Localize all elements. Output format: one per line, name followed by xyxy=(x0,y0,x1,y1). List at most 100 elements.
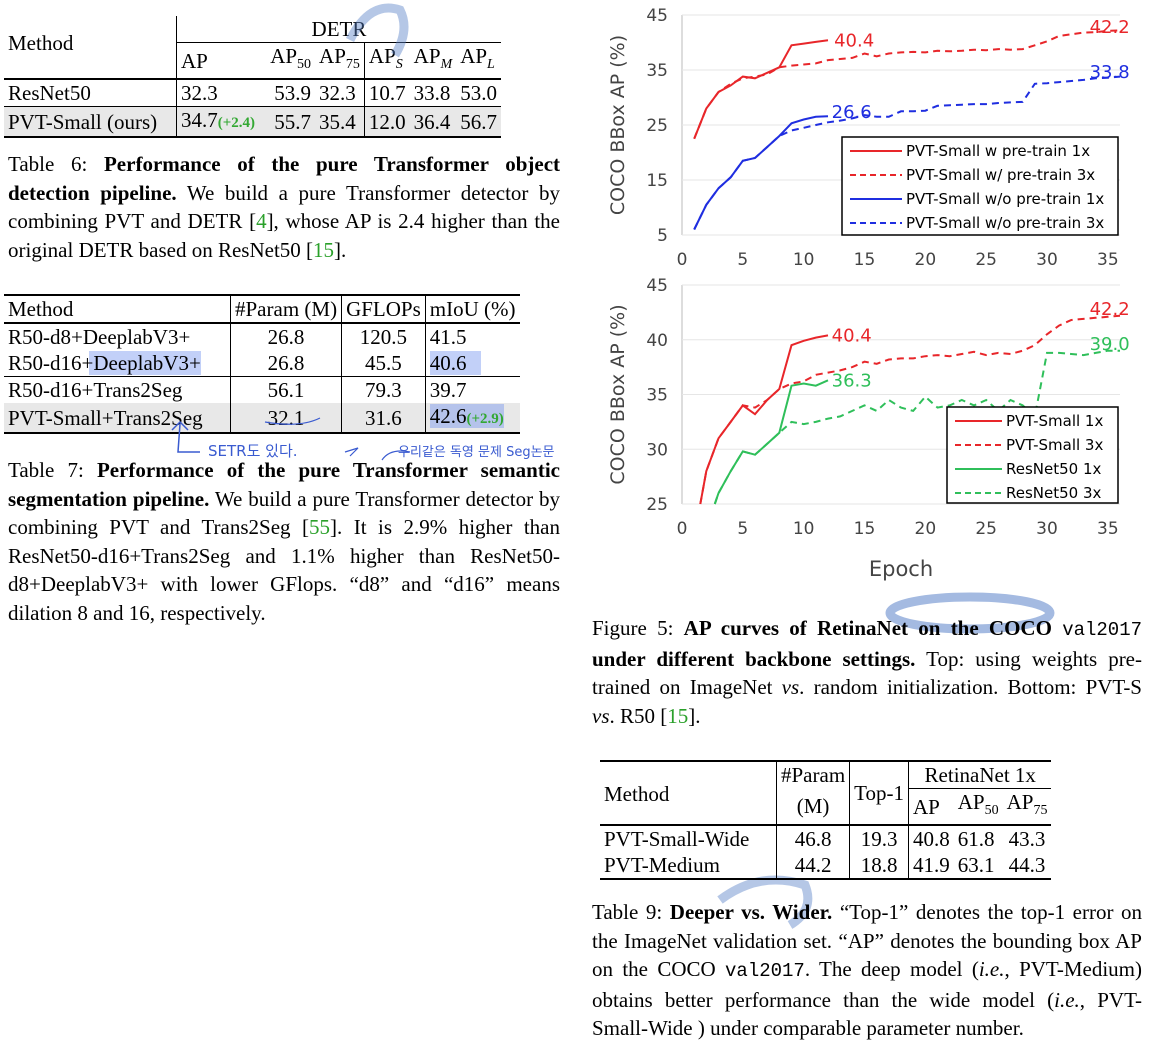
caption-bold: Performance of the pure Transformer obje… xyxy=(8,152,561,205)
caption-text: Top: using weights pre-trained on ImageN… xyxy=(592,646,1142,700)
y-tick-label: 35 xyxy=(646,61,668,81)
table-7-param: 56.1 xyxy=(229,376,342,403)
table-6-ap50: 53.9 xyxy=(274,81,312,106)
caption-text: ]. xyxy=(334,237,347,262)
table-9-param: 46.8 xyxy=(775,825,850,853)
highlighted-miou: 40.6 xyxy=(429,351,481,375)
citation-link[interactable]: 15 xyxy=(313,237,335,262)
caption-bold: Deeper vs. Wider. xyxy=(669,900,833,924)
table-6-col-header-row: AP AP50 AP75 APS APM APL xyxy=(4,42,501,80)
caption-italic: vs xyxy=(781,675,800,699)
table-7-param: 26.8 xyxy=(229,323,342,350)
table-7-param-header: #Param (M) xyxy=(229,295,342,323)
table-7-header-row: Method #Param (M) GFLOPs mIoU (%) xyxy=(4,295,520,323)
caption-code: val2017 xyxy=(725,960,805,982)
caption-text: . random initialization. Bottom: PVT-S xyxy=(799,675,1142,699)
table-6-col-apl: APL xyxy=(460,44,495,73)
caption-bold: AP curves of RetinaNet on the COCO xyxy=(683,616,1052,640)
citation-link[interactable]: 55 xyxy=(309,515,331,539)
caption-label: Figure 5: xyxy=(592,616,674,640)
table-6-method: PVT-Small (ours) xyxy=(4,106,177,138)
table-7-caption: Table 7: Performance of the pure Transfo… xyxy=(8,456,560,627)
caption-text: ]. It is 2.9% higher than ResNet50-d16+T… xyxy=(8,515,560,625)
table-6-ap: 32.3 xyxy=(176,79,260,107)
legend-label: PVT-Small w/ pre-train 3x xyxy=(906,166,1095,184)
table-row: ResNet50 32.3 53.9 32.3 10.7 33.8 53.0 xyxy=(4,79,501,107)
caption-text: , PVT-Small-Wide ) under comparable para… xyxy=(592,987,1142,1041)
x-tick-label: 30 xyxy=(1036,519,1058,539)
x-tick-label: 35 xyxy=(1097,519,1119,539)
table-row: PVT-Small+Trans2Seg 32.1 31.6 42.6(+2.9) xyxy=(4,403,520,433)
pen-scribble xyxy=(345,3,409,58)
data-label: 40.4 xyxy=(832,325,872,346)
x-tick-label: 0 xyxy=(677,519,688,539)
data-label: 42.2 xyxy=(1090,299,1130,320)
y-tick-label: 5 xyxy=(657,226,668,246)
table-9-col-header-row: (M) AP AP50 AP75 xyxy=(600,788,1052,826)
table-7-miou: 39.7 xyxy=(424,376,520,403)
data-label: 42.2 xyxy=(1090,17,1130,38)
caption-label: Table 7: xyxy=(8,458,84,482)
y-tick-label: 35 xyxy=(646,386,668,406)
caption-text: . R50 [ xyxy=(609,703,668,728)
data-label: 33.8 xyxy=(1090,62,1130,83)
table-7-gain: (+2.9) xyxy=(466,411,504,427)
legend-box xyxy=(946,406,1119,504)
table-6-ap75: 32.3 xyxy=(319,81,356,106)
legend-label: PVT-Small w/o pre-train 3x xyxy=(906,214,1104,232)
caption-code: val2017 xyxy=(1062,619,1143,641)
table-row: R50-d16+Trans2Seg 56.1 79.3 39.7 xyxy=(4,376,520,403)
table-7-gflops: 45.5 xyxy=(341,350,426,377)
table-6-method-header: Method xyxy=(8,31,74,55)
x-tick-label: 5 xyxy=(737,519,748,539)
caption-text: ]. xyxy=(688,703,701,728)
table-6-col-ap50: AP50 xyxy=(270,44,312,73)
table-7-miou: 41.5 xyxy=(424,323,520,350)
x-tick-label: 10 xyxy=(793,519,815,539)
table-9-ap: 40.8 xyxy=(908,825,954,853)
table-7-miou-header: mIoU (%) xyxy=(424,295,520,323)
table-7-gflops-header: GFLOPs xyxy=(341,295,426,323)
data-label: 40.4 xyxy=(834,30,874,51)
caption-label: Table 9: xyxy=(592,900,663,924)
table-9-header-row: Method #Param Top-1 RetinaNet 1x xyxy=(600,761,1052,827)
citation-link[interactable]: 15 xyxy=(667,703,689,728)
table-9: Method #Param Top-1 RetinaNet 1x (M) AP … xyxy=(600,760,1052,880)
table-7: Method #Param (M) GFLOPs mIoU (%) R50-d8… xyxy=(4,294,520,434)
table-6-apl: 56.7 xyxy=(456,106,501,138)
table-9-caption: Table 9: Deeper vs. Wider. “Top-1” denot… xyxy=(592,898,1142,1043)
caption-text: , PVT-Medium) obtains better performance… xyxy=(592,957,1142,1012)
x-tick-label: 10 xyxy=(793,250,815,270)
pen-annotation-strokes xyxy=(171,417,411,461)
table-9-method: PVT-Small-Wide xyxy=(604,827,750,852)
pen-scribble xyxy=(717,875,813,929)
table-9-col-ap75: AP75 xyxy=(1006,790,1048,819)
x-tick-label: 25 xyxy=(975,519,997,539)
table-9-group-header: RetinaNet 1x xyxy=(908,761,1052,789)
table-7-param: 26.8 xyxy=(229,350,342,377)
citation-link[interactable]: 4 xyxy=(256,209,267,233)
table-6-ap75: 35.4 xyxy=(315,106,365,138)
table-6-apl: 53.0 xyxy=(460,81,497,106)
table-6-group-header: DETR xyxy=(175,16,501,43)
table-9-col-ap50: AP50 xyxy=(957,790,999,819)
caption-italic: i.e. xyxy=(978,957,1005,981)
table-6-apm: 36.4 xyxy=(409,106,457,138)
x-axis-label: Epoch xyxy=(869,557,933,581)
y-axis-label: COCO BBox AP (%) xyxy=(607,304,629,484)
x-tick-label: 15 xyxy=(854,519,876,539)
caption-text: . The deep model ( xyxy=(804,957,979,981)
table-6-col-apm: APM xyxy=(413,44,453,73)
y-axis-label: COCO BBox AP (%) xyxy=(607,35,629,215)
caption-italic: i.e. xyxy=(1054,987,1080,1012)
x-tick-label: 15 xyxy=(854,250,876,270)
table-7-method: R50-d16+Trans2Seg xyxy=(8,378,183,402)
caption-bold: Performance of the pure Transformer sema… xyxy=(8,458,560,511)
caption-text: We build a pure Transformer detector by … xyxy=(8,180,561,234)
table-7-miou: 40.6 xyxy=(424,350,520,377)
table-7-method: PVT-Small+Trans2Seg xyxy=(4,403,231,433)
legend-label: ResNet50 1x xyxy=(1006,460,1102,478)
table-9-method: PVT-Medium xyxy=(604,853,720,878)
table-6-col-ap: AP xyxy=(176,42,260,80)
table-7-gflops: 79.3 xyxy=(341,376,426,403)
